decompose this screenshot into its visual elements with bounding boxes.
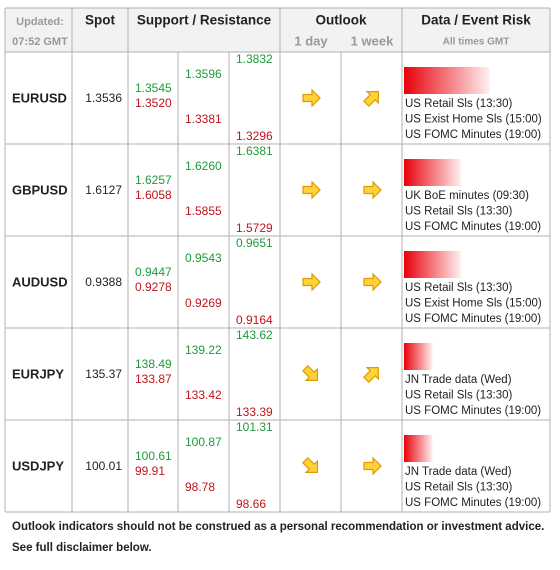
resistance: 100.87 (185, 435, 222, 449)
spot-header: Spot (85, 13, 115, 28)
support: 133.39 (236, 405, 273, 419)
resistance: 1.3596 (185, 67, 222, 81)
support: 0.9164 (236, 313, 273, 327)
resistance: 139.22 (185, 343, 222, 357)
updated: Updated: (16, 16, 64, 28)
event: US Retail Sls (13:30) (405, 98, 513, 110)
pair: GBPUSD (12, 182, 68, 197)
support: 1.3520 (135, 96, 172, 110)
pair: EURJPY (12, 366, 64, 381)
resistance: 1.6260 (185, 159, 222, 173)
support: 1.5729 (236, 221, 273, 235)
spot: 135.37 (85, 367, 122, 381)
time: 07:52 GMT (12, 36, 68, 48)
spot: 1.6127 (85, 183, 122, 197)
pair: USDJPY (12, 458, 64, 473)
pair: AUDUSD (12, 274, 68, 289)
event: US Exist Home Sls (15:00) (405, 114, 542, 126)
outlook-arrow (302, 457, 318, 473)
risk-bar (404, 251, 461, 278)
resistance: 0.9447 (135, 265, 172, 279)
times-header: All times GMT (443, 37, 510, 48)
resistance: 0.9651 (236, 236, 273, 250)
event: US Exist Home Sls (15:00) (405, 298, 542, 310)
resistance: 0.9543 (185, 251, 222, 265)
header-bg (5, 8, 550, 52)
resistance: 143.62 (236, 328, 273, 342)
resistance: 1.3832 (236, 52, 273, 66)
support: 98.78 (185, 480, 215, 494)
support: 133.42 (185, 388, 222, 402)
outlook-header: Outlook (316, 13, 367, 28)
outlook-arrow (302, 365, 318, 381)
support: 1.3296 (236, 129, 273, 143)
outlook-arrow (302, 180, 321, 200)
resistance: 138.49 (135, 357, 172, 371)
support: 1.5855 (185, 204, 222, 218)
spot: 1.3536 (85, 91, 122, 105)
support: 99.91 (135, 464, 165, 478)
event: US FOMC Minutes (19:00) (405, 129, 541, 141)
event: JN Trade data (Wed) (405, 466, 512, 478)
event: US FOMC Minutes (19:00) (405, 405, 541, 417)
spot: 100.01 (85, 459, 122, 473)
event-header: Data / Event Risk (421, 13, 531, 28)
risk-bar (404, 343, 433, 370)
footer: Outlook indicators should not be constru… (12, 521, 544, 533)
resistance: 100.61 (135, 449, 172, 463)
event: UK BoE minutes (09:30) (405, 190, 529, 202)
event: US Retail Sls (13:30) (405, 206, 513, 218)
week-header: 1 week (351, 33, 394, 48)
outlook-arrow (363, 180, 382, 200)
event: US Retail Sls (13:30) (405, 482, 513, 494)
day-header: 1 day (294, 33, 328, 48)
outlook-arrow (302, 272, 321, 292)
outlook-arrow (363, 272, 382, 292)
resistance: 1.3545 (135, 81, 172, 95)
sr-header: Support / Resistance (137, 13, 272, 28)
outlook-arrow (363, 367, 379, 383)
resistance: 1.6257 (135, 173, 172, 187)
support: 98.66 (236, 497, 266, 511)
risk-bar (404, 67, 490, 94)
support: 0.9278 (135, 280, 172, 294)
outlook-arrow (363, 456, 382, 476)
outlook-arrow (363, 91, 379, 107)
event: JN Trade data (Wed) (405, 374, 512, 386)
resistance: 1.6381 (236, 144, 273, 158)
support: 1.3381 (185, 112, 222, 126)
event: US FOMC Minutes (19:00) (405, 497, 541, 509)
pair: EURUSD (12, 90, 67, 105)
support: 1.6058 (135, 188, 172, 202)
risk-bar (404, 159, 461, 186)
support: 133.87 (135, 372, 172, 386)
resistance: 101.31 (236, 420, 273, 434)
risk-bar (404, 435, 433, 462)
support: 0.9269 (185, 296, 222, 310)
event: US Retail Sls (13:30) (405, 390, 513, 402)
event: US FOMC Minutes (19:00) (405, 313, 541, 325)
event: US FOMC Minutes (19:00) (405, 221, 541, 233)
event: US Retail Sls (13:30) (405, 282, 513, 294)
spot: 0.9388 (85, 275, 122, 289)
footer: See full disclaimer below. (12, 542, 152, 554)
outlook-arrow (302, 88, 321, 108)
